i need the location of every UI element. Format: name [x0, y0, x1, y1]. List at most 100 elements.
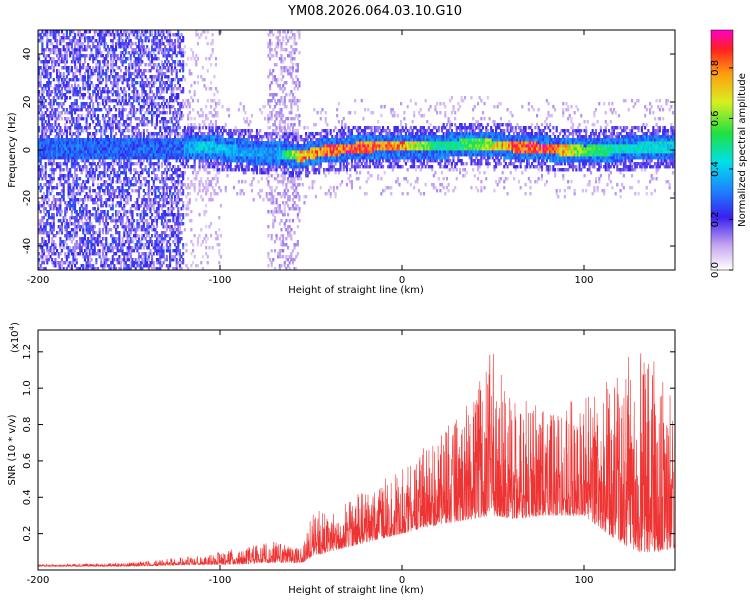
spectrogram-cell	[46, 234, 49, 238]
spectrogram-cell	[64, 66, 67, 70]
spectrogram-cell	[152, 102, 155, 106]
spectrogram-cell	[149, 204, 152, 208]
spectrogram-cell	[126, 237, 129, 241]
spectrogram-cell	[160, 162, 164, 166]
spectrogram-cell	[69, 132, 72, 136]
spectrogram-cell	[119, 195, 123, 199]
spectrogram-cell	[180, 117, 183, 121]
spectrogram-cell	[174, 45, 177, 49]
spectrogram-cell	[79, 168, 82, 172]
spectrogram-cell	[79, 249, 82, 253]
spectrogram-cell	[224, 153, 227, 157]
spectrogram-cell	[221, 126, 224, 130]
spectrogram-cell	[111, 114, 114, 118]
spectrogram-cell	[59, 111, 62, 115]
spectrogram-cell	[41, 156, 44, 160]
spectrogram-cell	[182, 207, 185, 211]
spectrogram-cell	[175, 213, 178, 217]
spectrogram-cell	[100, 186, 103, 190]
spectrogram-cell	[90, 174, 93, 178]
spectrogram-cell	[100, 216, 103, 220]
spectrogram-cell	[64, 111, 67, 115]
spectrogram-cell	[198, 129, 201, 133]
spectrogram-cell	[155, 66, 159, 70]
spectrogram-cell	[75, 78, 78, 82]
spectrogram-cell	[129, 183, 132, 187]
spectrogram-cell	[47, 54, 50, 58]
spectrogram-cell	[88, 126, 91, 130]
spectrogram-cell	[121, 249, 124, 253]
spectrogram-cell	[39, 183, 42, 187]
spectrogram-cell	[116, 243, 119, 247]
spectrogram-cell	[165, 75, 168, 79]
spectrogram-cell	[54, 120, 57, 124]
spectrogram-cell	[82, 201, 85, 205]
spectrogram-cell	[160, 63, 164, 67]
spectrogram-cell	[87, 210, 90, 214]
spectrogram-cell	[142, 213, 145, 217]
spectrogram-cell	[160, 204, 164, 208]
spectrogram-cell	[236, 192, 239, 196]
spectrogram-cell	[118, 93, 121, 97]
spectrogram-cell	[167, 132, 170, 136]
spectrogram-cell	[165, 174, 168, 178]
spectrogram-cell	[146, 225, 149, 229]
spectrogram-cell	[115, 123, 118, 127]
spectrogram-cell	[59, 36, 62, 40]
spectrogram-cell	[142, 156, 145, 160]
spectrogram-cell	[111, 147, 114, 151]
spectrogram-cell	[39, 60, 42, 64]
spectrogram-cell	[74, 60, 77, 64]
spectrogram-cell	[56, 84, 59, 88]
spectrogram-cell	[226, 144, 229, 148]
spectrogram-cell	[47, 120, 50, 124]
spectrogram-cell	[208, 246, 211, 250]
spectrogram-cell	[74, 234, 77, 238]
spectrogram-cell	[134, 138, 137, 142]
spectrogram-cell	[65, 237, 68, 241]
spectrogram-cell	[72, 180, 75, 184]
spectrogram-cell	[146, 93, 149, 97]
spectrogram-cell	[147, 48, 150, 52]
spectrogram-cell	[80, 129, 83, 133]
spectrogram-cell	[244, 153, 247, 157]
spectrogram-cell	[241, 144, 244, 148]
spectrogram-cell	[111, 237, 114, 241]
spectrogram-cell	[82, 267, 85, 270]
spectrogram-cell	[134, 87, 137, 91]
spectrogram-cell	[175, 132, 178, 136]
spectrogram-cell	[159, 45, 162, 49]
spectrogram-cell	[56, 117, 59, 121]
spectrogram-cell	[218, 150, 221, 154]
spectrogram-cell	[177, 198, 180, 202]
spectrogram-cell	[108, 228, 111, 232]
spectrogram-cell	[51, 150, 54, 154]
spectrogram-cell	[123, 192, 126, 196]
spectrogram-cell	[195, 198, 198, 202]
spectrogram-cell	[123, 243, 126, 247]
spectrogram-cell	[196, 141, 200, 145]
spectrogram-cell	[77, 150, 80, 154]
spectrogram-cell	[60, 39, 64, 43]
spectrogram-cell	[101, 150, 105, 154]
spectrogram-cell	[74, 66, 77, 70]
spectrogram-cell	[139, 51, 142, 55]
spectrogram-cell	[62, 147, 65, 151]
spectrogram-cell	[136, 180, 139, 184]
spectrogram-cell	[111, 249, 114, 253]
spectrogram-cell	[75, 240, 78, 244]
spectrogram-cell	[88, 45, 91, 49]
spectrogram-cell	[159, 48, 162, 52]
spectrogram-cell	[183, 126, 186, 130]
spectrogram-cell	[128, 168, 131, 172]
spectrogram-cell	[80, 141, 83, 145]
spectrogram-cell	[111, 60, 114, 64]
spectrogram-cell	[214, 144, 218, 148]
spectrogram-cell	[136, 240, 139, 244]
spectrogram-cell	[165, 171, 168, 175]
spectrogram-cell	[216, 180, 219, 184]
spectrogram-cell	[133, 105, 136, 109]
spectrogram-cell	[110, 72, 113, 76]
spectrogram-cell	[167, 225, 170, 229]
spectrogram-cell	[51, 243, 54, 247]
